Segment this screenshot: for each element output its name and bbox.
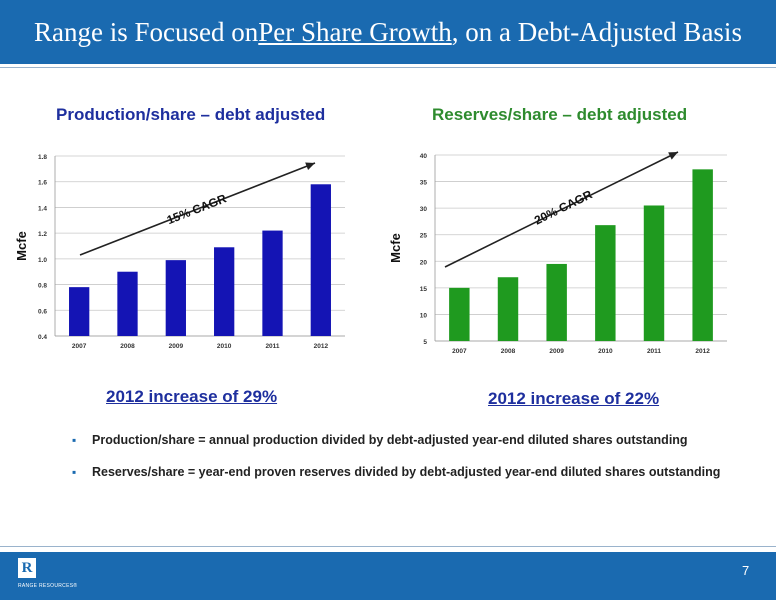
production-x-tick-label: 2012	[314, 343, 329, 350]
range-logo-icon: R	[18, 558, 36, 578]
production-cagr-label: 15% CAGR	[165, 191, 229, 227]
production-chart-title-text: Production/share – debt adjusted	[56, 105, 326, 124]
production-per-share-chart: 0.4 0.6 0.8 1.0 1.2 1.4 1.6 1.8 2007 2008 2009 2010…	[14, 154, 345, 350]
slide-title: Range is Focused on Per Share Growth, on…	[0, 0, 776, 64]
reserves-x-tick-label: 2007	[452, 348, 467, 355]
reserves-x-tick-label: 2011	[647, 348, 661, 355]
reserves-bar-2009	[546, 263, 567, 341]
reserves-per-share-chart: 5 10 15 20 25 30 35 40 2007 2008 2009 2010 2011 2012 M…	[388, 151, 727, 355]
header-divider	[0, 67, 776, 68]
production-x-tick-label: 2011	[265, 343, 279, 350]
reserves-increase-text: 2012 increase of 22%	[488, 389, 660, 408]
reserves-cagr-arrow-line	[444, 151, 679, 268]
reserves-y-tick-label: 15	[420, 286, 428, 293]
production-y-tick-label: 0.4	[38, 334, 47, 341]
footer-divider	[0, 546, 776, 547]
reserves-y-tick-label: 30	[420, 206, 428, 213]
definition-reserves-text: Reserves/share = year-end proven reserve…	[92, 465, 721, 479]
reserves-chart-title-text: Reserves/share – debt adjusted	[432, 105, 688, 124]
production-bar-2008	[117, 271, 138, 336]
reserves-bar-2011	[643, 205, 665, 341]
reserves-cagr-arrowhead-icon	[668, 152, 678, 160]
production-chart-title: Production/share – debt adjusted	[56, 105, 325, 125]
definition-production-text: Production/share = annual production div…	[92, 433, 688, 447]
reserves-x-tick-label: 2010	[598, 348, 613, 355]
reserves-y-tick-label: 35	[420, 180, 428, 187]
page-number: 7	[742, 563, 750, 578]
production-increase-text: 2012 increase of 29%	[106, 387, 278, 406]
title-underlined-part: Per Share Growth	[258, 16, 452, 47]
reserves-y-tick-label: 25	[420, 233, 428, 240]
production-bar-2011	[262, 230, 283, 336]
production-y-tick-label: 0.8	[38, 283, 47, 290]
title-part-2: , on a Debt-Adjusted Basis	[451, 16, 742, 47]
production-y-tick-label: 0.6	[38, 308, 47, 315]
production-x-tick-label: 2010	[217, 343, 232, 350]
definition-reserves: ▪ Reserves/share = year-end proven reserv…	[72, 464, 732, 480]
production-y-tick-label: 1.0	[38, 257, 47, 264]
logo-text: RANGE RESOURCES®	[18, 583, 78, 589]
production-y-tick-label: 1.6	[38, 180, 47, 187]
reserves-bar-2008	[497, 277, 519, 341]
production-bar-2012	[310, 184, 331, 336]
reserves-y-axis-label: Mcfe	[388, 233, 403, 263]
production-bar-2007	[69, 287, 90, 336]
production-bar-2010	[214, 247, 235, 336]
reserves-bar-2010	[595, 225, 616, 341]
reserves-x-tick-label: 2012	[695, 348, 710, 355]
definitions-list: ▪ Production/share = annual production di…	[72, 432, 732, 496]
reserves-y-tick-label: 20	[420, 259, 428, 266]
bullet-square-icon: ▪	[72, 433, 77, 447]
production-cagr-arrow-line	[79, 162, 316, 256]
header-bar	[0, 0, 776, 64]
production-bar-2009	[165, 260, 186, 336]
reserves-bar-2007	[449, 287, 470, 341]
production-y-tick-label: 1.4	[38, 205, 47, 212]
reserves-y-tick-label: 10	[420, 312, 428, 319]
production-x-tick-label: 2008	[120, 343, 135, 350]
reserves-y-tick-label: 5	[423, 339, 427, 346]
reserves-y-tick-label: 40	[420, 153, 428, 160]
footer-bar	[0, 552, 776, 600]
bullet-square-icon: ▪	[72, 465, 77, 479]
production-x-tick-label: 2007	[72, 343, 87, 350]
production-y-tick-label: 1.8	[38, 154, 47, 161]
reserves-bar-2012	[692, 169, 713, 341]
production-x-tick-label: 2009	[169, 343, 184, 350]
production-cagr-arrowhead-icon	[305, 162, 315, 171]
definition-production: ▪ Production/share = annual production di…	[72, 432, 732, 448]
reserves-cagr-label: 20% CAGR	[532, 187, 595, 227]
reserves-x-tick-label: 2009	[549, 348, 564, 355]
production-y-axis-label: Mcfe	[14, 231, 29, 261]
production-y-tick-label: 1.2	[38, 231, 47, 238]
reserves-chart-title: Reserves/share – debt adjusted	[432, 105, 687, 125]
reserves-x-tick-label: 2008	[501, 348, 516, 355]
title-part-1: Range is Focused on	[34, 16, 259, 47]
